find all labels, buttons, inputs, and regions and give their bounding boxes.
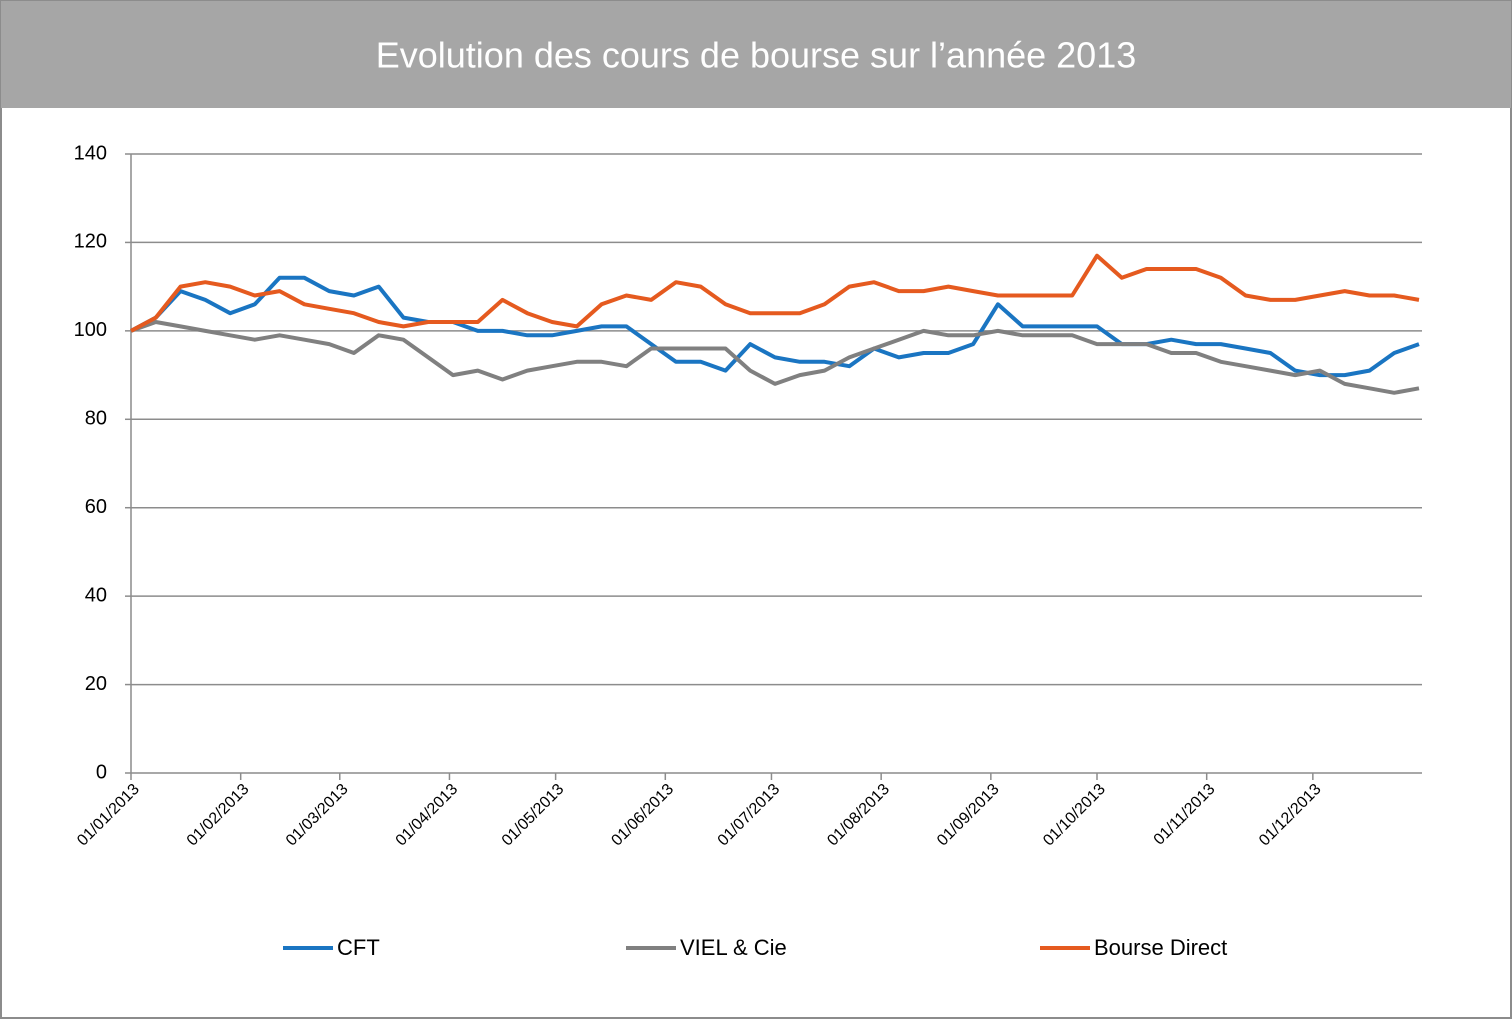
legend-label: Bourse Direct xyxy=(1094,935,1227,960)
legend-label: CFT xyxy=(337,935,380,960)
y-tick-label: 60 xyxy=(85,496,107,518)
y-tick-label: 20 xyxy=(85,673,107,695)
chart-title: Evolution des cours de bourse sur l’anné… xyxy=(376,35,1137,76)
y-tick-label: 40 xyxy=(85,584,107,606)
y-tick-label: 120 xyxy=(74,231,107,253)
series-line xyxy=(130,275,1420,378)
series-line xyxy=(130,320,1420,395)
y-tick-label: 0 xyxy=(96,761,107,783)
y-tick-label: 80 xyxy=(85,408,107,430)
title-bar xyxy=(1,1,1511,108)
legend-label: VIEL & Cie xyxy=(680,935,787,960)
y-tick-label: 100 xyxy=(74,319,107,341)
series-line xyxy=(130,253,1420,333)
y-tick-label: 140 xyxy=(74,142,107,164)
